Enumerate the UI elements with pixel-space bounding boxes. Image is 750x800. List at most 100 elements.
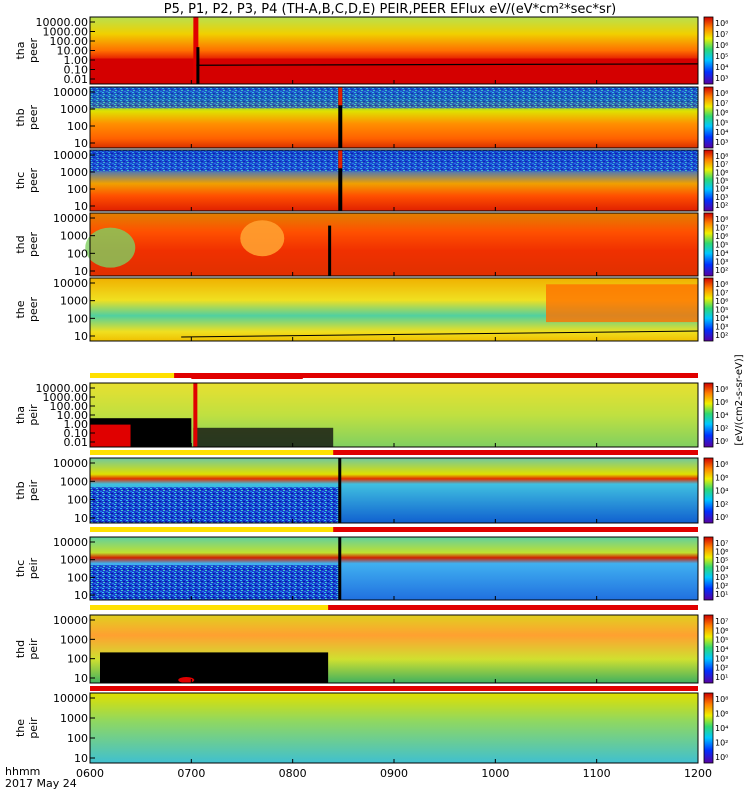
colorbar-tick-label: 10⁶ <box>715 232 728 241</box>
x-axis-date-label: 2017 May 24 <box>5 777 77 790</box>
colorbar-tick-label: 10³ <box>715 654 728 663</box>
y-tick-label: 100 <box>67 653 88 666</box>
panel-label-probe: thc <box>14 560 27 577</box>
y-tick-label: 1.00 <box>64 418 89 431</box>
panel-label-probe: tha <box>14 406 27 424</box>
status-strip-red <box>90 686 698 691</box>
x-tick-label: 0700 <box>177 767 205 780</box>
colorbar-tick-label: 10⁶ <box>715 41 728 50</box>
spike <box>338 150 343 169</box>
x-tick-label: 1000 <box>481 767 509 780</box>
colorbar-tick-label: 10³ <box>715 258 728 267</box>
panel-thd-peir: 10000 1000 100 10 thd peir 10⁷10⁶10⁵10⁴10³10²1… <box>14 614 728 685</box>
colorbar-tick-label: 10⁵ <box>715 241 728 250</box>
low-energy-band <box>90 58 698 84</box>
y-tick-label: 1000.00 <box>43 26 89 39</box>
panel-label-species: peir <box>27 717 40 739</box>
y-tick-label: 10.00 <box>57 409 89 422</box>
panel-label-species: peer <box>27 168 40 194</box>
y-tick-label: 100 <box>67 183 88 196</box>
colorbar <box>703 16 714 85</box>
spectrogram-area <box>90 213 698 276</box>
y-tick-label: 10000 <box>53 86 88 99</box>
colorbar-tick-label: 10² <box>715 664 728 673</box>
colorbar-tick-label: 10⁷ <box>715 539 728 548</box>
colorbar-tick-label: 10⁶ <box>715 710 728 719</box>
colorbar-tick-label: 10⁶ <box>715 109 728 118</box>
feature <box>546 284 698 323</box>
colorbar-tick-label: 10⁵ <box>715 306 728 315</box>
panel-thc-peer: 10000 1000 100 10 thc peer 10⁸10⁷10⁶10⁵10⁴10³1… <box>14 149 728 213</box>
y-tick-label: 1000 <box>60 712 88 725</box>
colorbar-tick-label: 10³ <box>715 74 728 83</box>
panel-label-species: peir <box>27 638 40 660</box>
colorbar-tick-label: 10⁶ <box>715 398 728 407</box>
spike <box>193 383 198 447</box>
colorbar-tick-label: 10³ <box>715 138 728 147</box>
status-strip-red <box>191 374 303 379</box>
colorbar-tick-label: 10² <box>715 266 728 275</box>
y-tick-label: 10.00 <box>57 45 89 58</box>
status-strip-red <box>333 450 698 455</box>
y-tick-label: 10 <box>74 265 88 278</box>
spike-black <box>328 225 332 276</box>
colorbar-tick-label: 10⁵ <box>715 556 728 565</box>
colorbar-tick-label: 10⁴ <box>715 645 728 654</box>
colorbar-tick-label: 10⁸ <box>715 280 728 289</box>
y-tick-label: 0.10 <box>64 64 89 77</box>
panel-label-probe: thb <box>14 481 27 499</box>
spike <box>193 17 199 84</box>
colorbar-tick-label: 10⁸ <box>715 385 728 394</box>
y-tick-label: 100 <box>67 120 88 133</box>
colorbar-tick-label: 10⁷ <box>715 617 728 626</box>
colorbar-tick-label: 10⁵ <box>715 118 728 127</box>
panel-label-probe: tha <box>14 41 27 59</box>
colorbar-tick-label: 10⁸ <box>715 89 728 98</box>
colorbar-tick-label: 10⁵ <box>715 177 728 186</box>
colorbar-tick-label: 10³ <box>715 193 728 202</box>
colorbar-tick-label: 10⁶ <box>715 626 728 635</box>
spike-black <box>338 150 343 211</box>
colorbar <box>703 149 714 212</box>
colorbar-tick-label: 10⁸ <box>715 695 728 704</box>
noise-band <box>90 87 698 109</box>
panel-label-probe: the <box>14 300 27 318</box>
y-tick-label: 1.00 <box>64 54 89 67</box>
colorbar-tick-label: 10⁶ <box>715 297 728 306</box>
colorbar <box>703 692 714 764</box>
y-tick-label: 100 <box>67 732 88 745</box>
y-tick-label: 10 <box>74 200 88 213</box>
noise-band <box>90 565 339 600</box>
y-tick-label: 100 <box>67 571 88 584</box>
y-tick-label: 0.01 <box>64 73 89 86</box>
low-energy-black <box>100 652 329 683</box>
colorbar-tick-label: 10⁵ <box>715 52 728 61</box>
colorbar-tick-label: 10³ <box>715 573 728 582</box>
colorbar-tick-label: 10⁴ <box>715 565 728 574</box>
colorbar-tick-label: 10⁴ <box>715 487 728 496</box>
y-tick-label: 1000 <box>60 230 88 243</box>
colorbar-tick-label: 10⁷ <box>715 30 728 39</box>
y-tick-label: 1000 <box>60 554 88 567</box>
y-tick-label: 1000 <box>60 475 88 488</box>
x-tick-label: 0600 <box>76 767 104 780</box>
panel-the-peer: 10000 1000 100 10 the peer 10⁸10⁷10⁶10⁵10⁴10³1… <box>14 277 728 343</box>
chart-title: P5, P1, P2, P3, P4 (TH-A,B,C,D,E) PEIR,P… <box>164 2 617 17</box>
y-tick-label: 10000 <box>53 692 88 705</box>
colorbar-tick-label: 10² <box>715 424 728 433</box>
panel-thc-peir: 10000 1000 100 10 thc peir 10⁷10⁶10⁵10⁴10³10²1… <box>14 536 728 602</box>
colorbar-tick-label: 10⁷ <box>715 99 728 108</box>
low-energy-black <box>193 427 334 447</box>
colorbar-tick-label: 10⁸ <box>715 19 728 28</box>
y-tick-label: 100 <box>67 247 88 260</box>
x-tick-label: 0800 <box>279 767 307 780</box>
panel-thb-peir: 10000 1000 100 10 thb peir 10⁸ 10⁶ 10⁴ 10² 10⁰ <box>14 457 728 525</box>
colorbar-tick-label: 10¹ <box>715 590 728 599</box>
colorbar <box>703 614 714 684</box>
potential-line <box>196 63 699 66</box>
colorbar-tick-label: 10² <box>715 201 728 210</box>
x-axis-units-label: hhmm <box>5 765 40 778</box>
panel-label-probe: thd <box>14 235 27 253</box>
